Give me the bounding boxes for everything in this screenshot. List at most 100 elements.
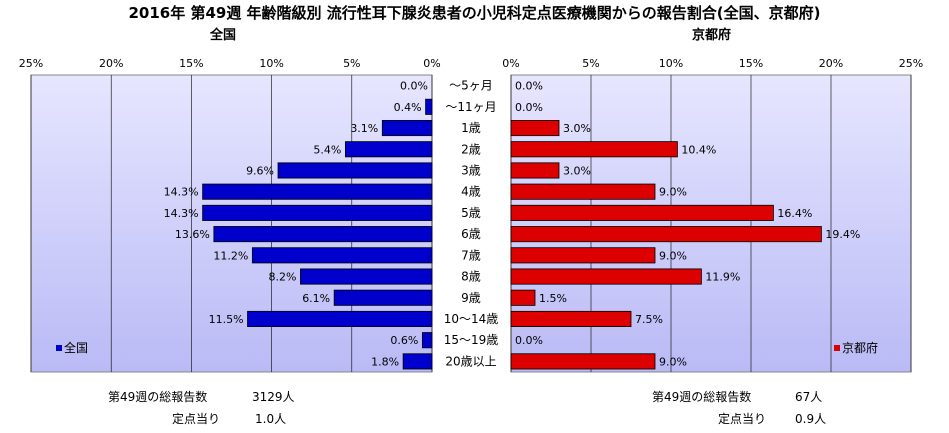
kyoto-legend: 京都府 xyxy=(834,340,878,355)
national-data-label: 11.5% xyxy=(209,313,244,326)
category-label: 5歳 xyxy=(461,206,481,220)
kyoto-tick-label: 25% xyxy=(899,57,923,70)
national-per-value: 1.0人 xyxy=(255,412,287,426)
national-bar xyxy=(421,332,433,349)
kyoto-data-label: 10.4% xyxy=(681,143,716,156)
category-label: 2歳 xyxy=(461,142,481,156)
category-label: 9歳 xyxy=(461,291,481,305)
national-bar xyxy=(202,183,433,200)
kyoto-data-label: 1.5% xyxy=(539,292,567,305)
national-legend: 全国 xyxy=(56,340,88,355)
kyoto-data-label: 7.5% xyxy=(635,313,663,326)
category-label: ～11ヶ月 xyxy=(445,100,496,114)
national-plot-area xyxy=(30,74,433,373)
national-data-label: 0.4% xyxy=(394,101,422,114)
kyoto-data-label: 0.0% xyxy=(515,101,543,114)
kyoto-data-label: 19.4% xyxy=(825,228,860,241)
national-tick-label: 15% xyxy=(179,57,203,70)
kyoto-data-label: 0.0% xyxy=(515,334,543,347)
national-legend-label: 全国 xyxy=(64,340,88,355)
category-label: ～5ヶ月 xyxy=(449,79,493,93)
kyoto-bar xyxy=(510,162,560,179)
national-bar xyxy=(344,141,433,158)
national-data-label: 5.4% xyxy=(313,143,341,156)
kyoto-legend-swatch xyxy=(834,345,840,351)
category-label: 4歳 xyxy=(461,185,481,199)
kyoto-bar xyxy=(510,183,656,200)
category-labels: ～5ヶ月 ～11ヶ月 1歳 2歳 3歳 4歳 5歳 6歳 7歳 8歳 9歳 10～14歳 15～19歳 2… xyxy=(444,79,499,369)
kyoto-data-label: 9.0% xyxy=(659,355,687,368)
national-data-label: 8.2% xyxy=(269,271,297,284)
national-bar xyxy=(300,268,433,285)
chart-title: 2016年 第49週 年齢階級別 流行性耳下腺炎患者の小児科定点医療機関からの報… xyxy=(128,4,821,22)
national-legend-swatch xyxy=(56,345,62,351)
national-data-label: 3.1% xyxy=(350,122,378,135)
national-panel: 25% 20% 15% 10% 5% 0% 0.0% 0.4% 3.1% 5.4% 9.6% 14.3… xyxy=(19,57,441,373)
national-data-label: 0.6% xyxy=(390,334,418,347)
national-panel-title: 全国 xyxy=(210,28,237,43)
national-tick-label: 10% xyxy=(259,57,283,70)
kyoto-bar xyxy=(510,353,656,370)
kyoto-data-label: 3.0% xyxy=(563,122,591,135)
kyoto-tick-label: 20% xyxy=(819,57,843,70)
kyoto-data-label: 9.0% xyxy=(659,186,687,199)
kyoto-total-value: 67人 xyxy=(795,390,823,404)
national-bar xyxy=(202,204,433,221)
kyoto-bar xyxy=(510,141,678,158)
national-data-label: 14.3% xyxy=(164,186,199,199)
kyoto-bar xyxy=(510,204,774,221)
category-label: 8歳 xyxy=(461,270,481,284)
kyoto-data-label: 9.0% xyxy=(659,249,687,262)
kyoto-bar xyxy=(510,226,822,243)
kyoto-tick-label: 0% xyxy=(502,57,519,70)
national-data-label: 14.3% xyxy=(164,207,199,220)
national-bar xyxy=(425,98,433,115)
category-label: 6歳 xyxy=(461,227,481,241)
category-label: 7歳 xyxy=(461,248,481,262)
kyoto-bar xyxy=(510,268,702,285)
category-label: 15～19歳 xyxy=(444,333,499,347)
national-data-label: 6.1% xyxy=(302,292,330,305)
kyoto-tick-label: 10% xyxy=(659,57,683,70)
kyoto-bar xyxy=(510,119,560,137)
kyoto-panel: 0% 5% 10% 15% 20% 25% 0.0% 0.0% 3.0% 10.4% 3.0% 9.0… xyxy=(502,57,923,373)
national-total-value: 3129人 xyxy=(252,390,295,404)
national-per-label: 定点当り xyxy=(172,412,221,426)
national-bar xyxy=(213,226,433,243)
national-tick-label: 5% xyxy=(343,57,360,70)
national-data-label: 1.8% xyxy=(371,355,399,368)
kyoto-tick-label: 5% xyxy=(582,57,599,70)
national-data-label: 11.2% xyxy=(213,249,248,262)
kyoto-per-label: 定点当り xyxy=(718,412,767,426)
national-total-label: 第49週の総報告数 xyxy=(108,390,208,404)
category-label: 3歳 xyxy=(461,163,481,177)
national-bar xyxy=(333,289,433,306)
category-label: 1歳 xyxy=(461,121,481,135)
category-label: 10～14歳 xyxy=(444,312,499,326)
national-bar xyxy=(402,353,433,370)
national-bar xyxy=(381,119,433,137)
kyoto-data-label: 0.0% xyxy=(515,80,543,93)
kyoto-panel-title: 京都府 xyxy=(692,28,732,43)
kyoto-bar xyxy=(510,289,536,306)
kyoto-per-value: 0.9人 xyxy=(795,412,827,426)
kyoto-total-label: 第49週の総報告数 xyxy=(652,390,752,404)
kyoto-bar xyxy=(510,247,656,264)
kyoto-bar xyxy=(510,310,632,328)
national-bar xyxy=(251,247,433,264)
kyoto-legend-label: 京都府 xyxy=(842,340,878,355)
national-bar xyxy=(277,162,433,179)
national-tick-label: 0% xyxy=(423,57,440,70)
kyoto-plot-area xyxy=(510,74,912,373)
category-label: 20歳以上 xyxy=(445,354,496,368)
kyoto-data-label: 11.9% xyxy=(705,271,740,284)
national-data-label: 0.0% xyxy=(400,80,428,93)
kyoto-data-label: 16.4% xyxy=(777,207,812,220)
national-data-label: 13.6% xyxy=(175,228,210,241)
national-tick-label: 25% xyxy=(19,57,43,70)
kyoto-tick-label: 15% xyxy=(739,57,763,70)
national-tick-label: 20% xyxy=(99,57,123,70)
national-bar xyxy=(247,310,433,328)
national-data-label: 9.6% xyxy=(246,164,274,177)
